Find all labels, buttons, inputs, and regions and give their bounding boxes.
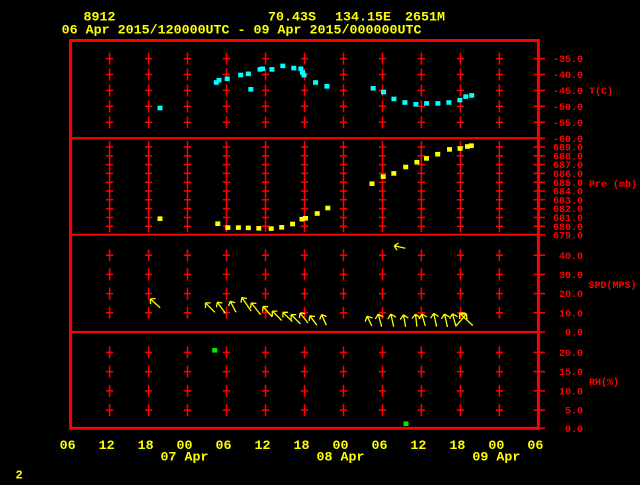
svg-text:12: 12 bbox=[255, 439, 271, 454]
svg-text:-45.0: -45.0 bbox=[553, 87, 583, 98]
svg-text:-40.0: -40.0 bbox=[553, 71, 583, 82]
svg-text:40.0: 40.0 bbox=[559, 252, 583, 263]
svg-text:685.0: 685.0 bbox=[553, 179, 583, 190]
svg-text:10.0: 10.0 bbox=[559, 388, 583, 399]
svg-text:2: 2 bbox=[16, 468, 23, 480]
svg-text:689.0: 689.0 bbox=[553, 144, 583, 155]
svg-text:18: 18 bbox=[138, 439, 154, 454]
svg-text:12: 12 bbox=[410, 439, 426, 454]
svg-text:00: 00 bbox=[333, 439, 349, 454]
svg-text:30.0: 30.0 bbox=[559, 271, 583, 282]
svg-text:-35.0: -35.0 bbox=[553, 55, 583, 66]
svg-text:06 Apr 2015/120000UTC - 09 Apr: 06 Apr 2015/120000UTC - 09 Apr 2015/0000… bbox=[62, 24, 422, 39]
svg-text:686.0: 686.0 bbox=[553, 170, 583, 181]
svg-text:-55.0: -55.0 bbox=[553, 119, 583, 130]
svg-text:0.0: 0.0 bbox=[565, 329, 583, 340]
svg-text:20.0: 20.0 bbox=[559, 290, 583, 301]
svg-text:RH(%): RH(%) bbox=[589, 377, 619, 389]
svg-text:20.0: 20.0 bbox=[559, 349, 583, 360]
svg-text:681.0: 681.0 bbox=[553, 214, 583, 225]
svg-text:5.0: 5.0 bbox=[565, 407, 583, 418]
svg-text:134.15E: 134.15E bbox=[335, 10, 391, 25]
svg-text:684.0: 684.0 bbox=[553, 188, 583, 199]
svg-text:8912: 8912 bbox=[84, 10, 116, 25]
svg-text:12: 12 bbox=[99, 439, 115, 454]
svg-text:688.0: 688.0 bbox=[553, 152, 583, 163]
svg-text:09 Apr: 09 Apr bbox=[472, 451, 520, 466]
svg-text:0.0: 0.0 bbox=[565, 425, 583, 436]
svg-text:15.0: 15.0 bbox=[559, 368, 583, 379]
svg-text:70.43S: 70.43S bbox=[268, 10, 316, 25]
svg-text:07 Apr: 07 Apr bbox=[161, 451, 209, 466]
svg-text:18: 18 bbox=[294, 439, 310, 454]
svg-text:08 Apr: 08 Apr bbox=[317, 451, 365, 466]
svg-text:-60.0: -60.0 bbox=[553, 135, 583, 146]
svg-text:06: 06 bbox=[60, 439, 76, 454]
svg-text:Pre (mb): Pre (mb) bbox=[589, 179, 637, 191]
svg-text:SPD(MPS): SPD(MPS) bbox=[589, 280, 637, 292]
svg-text:06: 06 bbox=[216, 439, 232, 454]
svg-text:18: 18 bbox=[449, 439, 465, 454]
svg-text:10.0: 10.0 bbox=[559, 309, 583, 320]
svg-text:00: 00 bbox=[177, 439, 193, 454]
svg-text:-50.0: -50.0 bbox=[553, 103, 583, 114]
svg-text:679.0: 679.0 bbox=[553, 231, 583, 242]
svg-text:06: 06 bbox=[372, 439, 388, 454]
svg-text:682.0: 682.0 bbox=[553, 205, 583, 216]
svg-text:2651M: 2651M bbox=[405, 10, 445, 25]
svg-text:687.0: 687.0 bbox=[553, 161, 583, 172]
svg-text:00: 00 bbox=[488, 439, 504, 454]
svg-text:680.0: 680.0 bbox=[553, 223, 583, 234]
svg-text:T(C): T(C) bbox=[589, 86, 613, 98]
svg-text:06: 06 bbox=[527, 439, 543, 454]
svg-text:683.0: 683.0 bbox=[553, 196, 583, 207]
